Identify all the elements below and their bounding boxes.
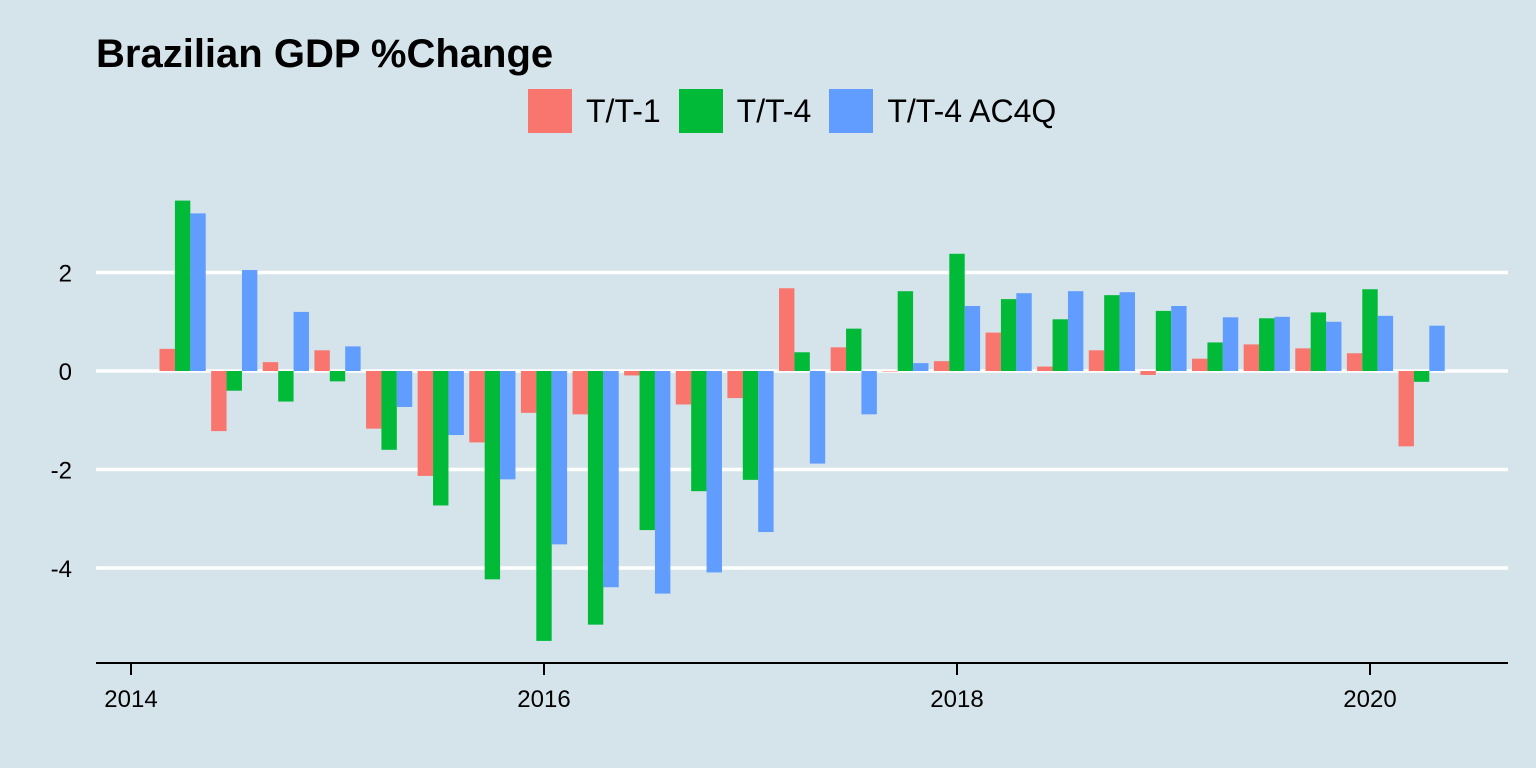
legend-label-tt4-ac4q: T/T-4 AC4Q: [887, 92, 1057, 129]
bar-tt4: [639, 371, 655, 531]
bar-tt4-ac4q: [396, 371, 413, 407]
bar-tt4-ac4q: [861, 371, 877, 415]
legend-swatch-tt1: [528, 89, 572, 133]
legend-item-tt4: T/T-4: [678, 89, 812, 133]
bar-tt4: [433, 371, 449, 506]
bar-tt4: [174, 200, 191, 371]
bar-tt4: [1104, 295, 1120, 371]
bar-tt4-ac4q: [964, 305, 981, 371]
bar-tt1: [1243, 344, 1260, 371]
bar-tt4: [536, 371, 552, 641]
bar-tt4-ac4q: [1326, 321, 1342, 371]
bar-tt4-ac4q: [500, 371, 516, 480]
bar-tt1: [211, 371, 227, 432]
bar-tt4-ac4q: [1429, 325, 1445, 371]
y-tick-label: -2: [51, 458, 72, 485]
bar-tt4-ac4q: [190, 213, 206, 371]
bar-tt4: [949, 253, 965, 371]
bar-tt1: [1346, 353, 1363, 371]
bar-tt4-ac4q: [654, 371, 671, 594]
bar-tt4: [1207, 342, 1223, 371]
bar-tt1: [469, 371, 485, 443]
bar-tt1: [779, 288, 795, 371]
bar-tt4: [1310, 312, 1327, 371]
bar-tt1: [262, 362, 279, 371]
x-tick-label: 2018: [930, 686, 983, 713]
bar-tt1: [314, 350, 330, 371]
bar-tt1: [366, 371, 382, 429]
bar-tt4: [226, 371, 242, 391]
bar-tt4-ac4q: [1274, 316, 1290, 371]
bar-tt4-ac4q: [448, 371, 464, 436]
bar-tt4-ac4q: [293, 311, 309, 371]
bar-tt1: [985, 332, 1001, 371]
bar-tt1: [624, 371, 640, 376]
bar-tt1: [830, 347, 847, 371]
bar-tt4: [1259, 318, 1275, 371]
bar-tt1: [1295, 348, 1311, 371]
bar-tt1: [1192, 358, 1208, 371]
y-tick-label: 0: [59, 359, 72, 386]
bar-tt4: [484, 371, 501, 580]
bar-tt1: [675, 371, 692, 405]
bar-tt1: [882, 371, 898, 372]
y-tick-label: 2: [59, 261, 72, 288]
bar-tt4: [691, 371, 707, 492]
bar-tt4-ac4q: [345, 346, 361, 371]
legend-swatch-tt4: [678, 89, 723, 133]
bar-tt1: [1140, 371, 1156, 375]
bar-tt4-ac4q: [1222, 317, 1239, 371]
bar-tt4: [794, 352, 810, 371]
bar-tt4-ac4q: [1171, 305, 1187, 371]
bar-tt1: [1398, 371, 1414, 447]
bar-tt1: [1088, 350, 1105, 371]
bar-tt4: [1052, 319, 1068, 371]
x-tick-label: 2014: [104, 686, 157, 713]
bar-tt4-ac4q: [241, 270, 258, 371]
bar-tt4-ac4q: [603, 371, 619, 588]
bar-tt4-ac4q: [706, 371, 722, 573]
bar-tt4: [278, 371, 294, 402]
legend-item-tt4-ac4q: T/T-4 AC4Q: [829, 89, 1056, 133]
legend-label-tt4: T/T-4: [736, 92, 812, 129]
bar-tt1: [520, 371, 537, 413]
legend-swatch-tt4-ac4q: [829, 89, 874, 133]
legend-item-tt1: T/T-1: [528, 89, 661, 133]
bar-tt1: [1037, 366, 1053, 371]
legend-label-tt1: T/T-1: [586, 92, 661, 129]
bar-tt1: [933, 361, 950, 371]
bar-tt4-ac4q: [1016, 293, 1032, 371]
bar-tt4: [1413, 371, 1430, 382]
bar-tt4-ac4q: [758, 371, 774, 533]
bar-tt1: [417, 371, 434, 476]
bar-tt4-ac4q: [809, 371, 826, 464]
bar-tt4-ac4q: [913, 363, 929, 371]
bar-tt4: [897, 291, 914, 371]
bar-tt4: [1362, 289, 1378, 371]
bar-tt4: [381, 371, 397, 450]
bar-tt4: [846, 328, 862, 371]
bar-tt4: [1155, 310, 1172, 371]
bar-tt4: [329, 371, 346, 382]
bar-tt4-ac4q: [551, 371, 568, 545]
x-tick-label: 2020: [1343, 686, 1396, 713]
bar-tt4: [742, 371, 759, 480]
bar-tt4: [1000, 299, 1017, 371]
bar-tt4: [587, 371, 604, 625]
bar-tt4-ac4q: [1067, 291, 1084, 371]
y-tick-label: -4: [51, 556, 72, 583]
chart-title: Brazilian GDP %Change: [96, 32, 554, 76]
x-tick-label: 2016: [517, 686, 570, 713]
bar-tt1: [159, 348, 175, 371]
legend: T/T-1 T/T-4 T/T-4 AC4Q: [528, 88, 1074, 134]
bar-tt4-ac4q: [1119, 292, 1135, 371]
bar-tt4-ac4q: [1377, 315, 1394, 371]
bar-tt1: [572, 371, 588, 415]
bar-tt1: [727, 371, 743, 399]
